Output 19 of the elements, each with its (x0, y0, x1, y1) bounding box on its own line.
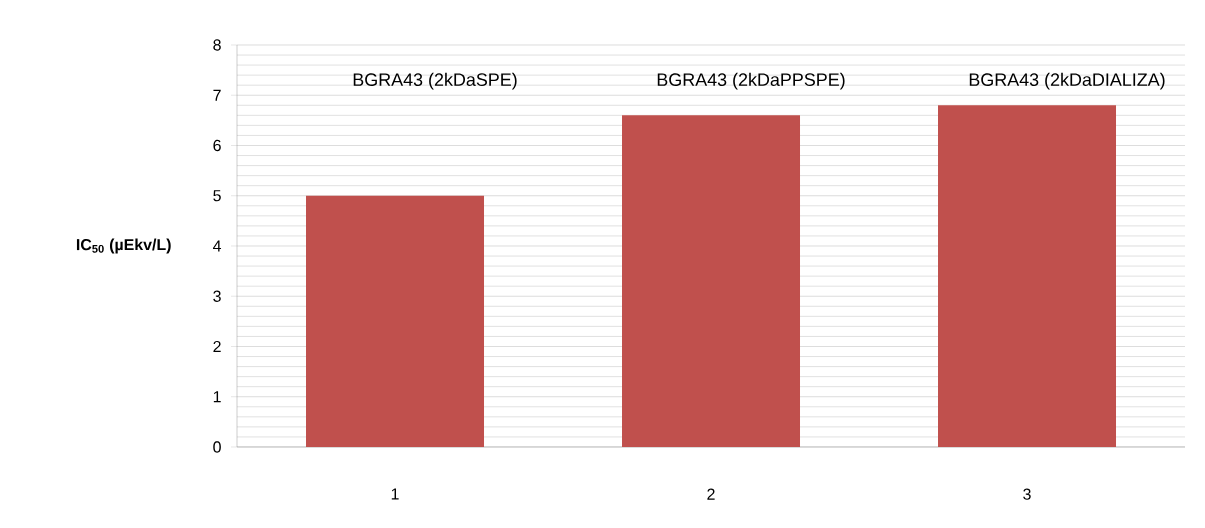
y-tick-label: 6 (213, 139, 221, 152)
y-tick-label: 7 (213, 89, 221, 101)
y-tick-label: 5 (213, 190, 221, 202)
x-tick-label: 1 (391, 488, 399, 500)
y-tick-label: 8 (213, 39, 221, 51)
annotation: BGRA43 (2kDaPPSPE) (657, 72, 845, 90)
annotation: BGRA43 (2kDaSPE) (353, 72, 517, 90)
bar (622, 115, 801, 447)
x-tick-label: 2 (707, 488, 715, 500)
y-tick-label: 4 (212, 240, 222, 252)
y-tick-label: 1 (213, 391, 221, 403)
annotation: BGRA43 (2kDaDIALIZA) (969, 72, 1165, 90)
y-tick-label: 3 (213, 290, 221, 302)
y-tick-label: 2 (213, 340, 221, 353)
y-axis-title: IC$_{50}$ (µEkv/L) (76, 238, 171, 254)
bar (938, 105, 1117, 447)
y-tick-label: 0 (213, 441, 221, 453)
x-tick-label: 3 (1023, 488, 1031, 500)
bar (306, 195, 485, 447)
